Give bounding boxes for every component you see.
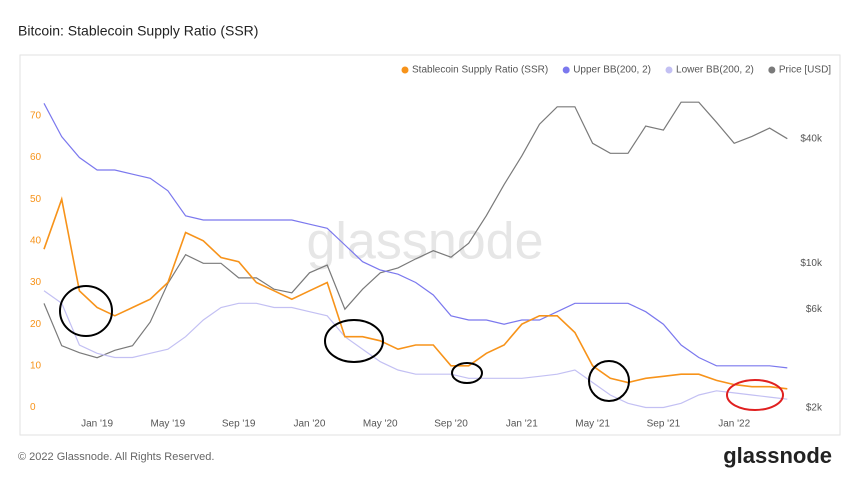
footer: © 2022 Glassnode. All Rights Reserved. [18, 451, 214, 463]
annotation-circle [451, 362, 483, 384]
x-tick-label: Sep '19 [222, 419, 256, 430]
series-line [43, 290, 788, 409]
legend-marker [768, 66, 776, 74]
y2-tick-label: $40k [800, 133, 823, 144]
x-tick-label: May '21 [575, 419, 610, 430]
y2-tick-label: $10k [800, 258, 823, 269]
y-tick-label: 50 [30, 194, 42, 205]
annotation-circle [726, 379, 784, 411]
x-tick-label: May '20 [363, 419, 398, 430]
annotation-circle [588, 360, 630, 402]
x-tick-label: Sep '21 [647, 419, 681, 430]
x-tick-label: Jan '19 [81, 419, 113, 430]
x-tick-label: Sep '20 [434, 419, 468, 430]
y-tick-label: 30 [30, 277, 42, 288]
legend-label: Lower BB(200, 2) [676, 65, 754, 76]
x-tick-label: May '19 [151, 419, 186, 430]
chart-title: Bitcoin: Stablecoin Supply Ratio (SSR) [18, 23, 258, 39]
legend-marker [401, 66, 409, 74]
watermark: glassnode [306, 213, 543, 271]
annotation-circle [324, 319, 384, 363]
series-line [43, 103, 788, 369]
x-tick-label: Jan '21 [506, 419, 538, 430]
logo: glassnode [723, 443, 832, 468]
series-line [43, 196, 788, 390]
y-tick-label: 20 [30, 319, 42, 330]
y2-tick-label: $2k [806, 403, 823, 414]
y2-tick-label: $6k [806, 304, 823, 315]
x-tick-label: Jan '22 [718, 419, 750, 430]
legend-marker [562, 66, 570, 74]
y-tick-label: 40 [30, 235, 42, 246]
legend-label: Price [USD] [779, 65, 831, 76]
legend-label: Upper BB(200, 2) [573, 65, 651, 76]
y-tick-label: 60 [30, 152, 42, 163]
y-tick-label: 0 [30, 402, 36, 413]
legend-marker [665, 66, 673, 74]
chart-frame [19, 54, 841, 436]
legend-label: Stablecoin Supply Ratio (SSR) [412, 65, 548, 76]
y-tick-label: 10 [30, 360, 42, 371]
annotation-circle [59, 285, 113, 337]
x-tick-label: Jan '20 [293, 419, 325, 430]
y-tick-label: 70 [30, 110, 42, 121]
